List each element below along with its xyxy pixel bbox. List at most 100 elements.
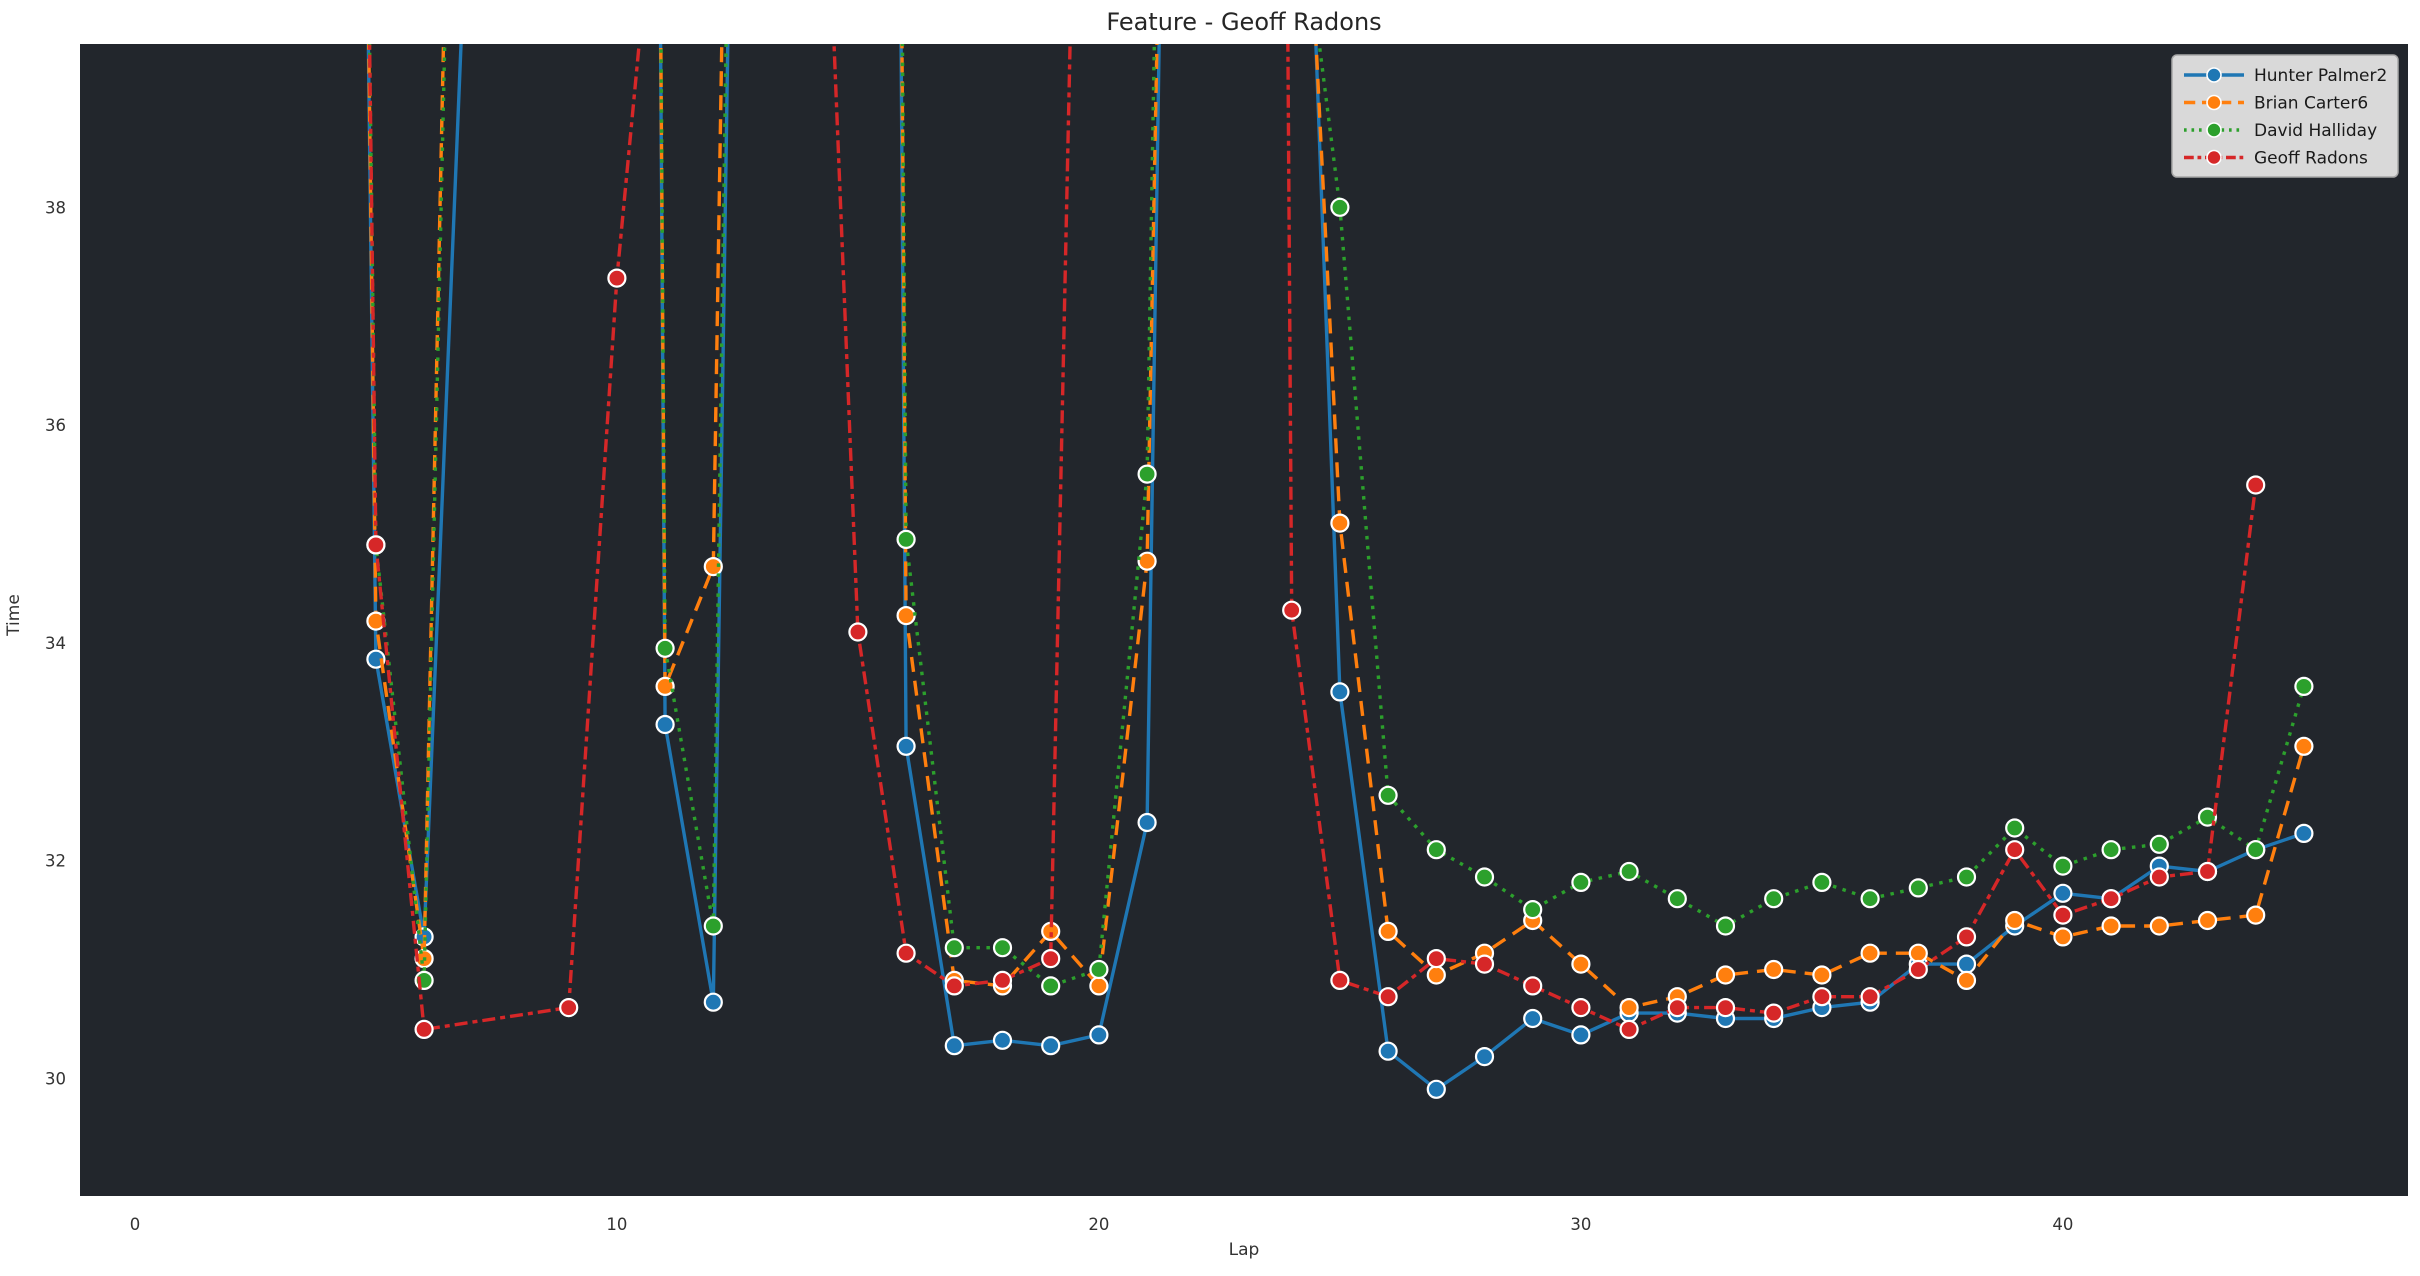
data-point-marker (1667, 889, 1687, 909)
data-point-marker (2005, 840, 2025, 860)
data-point-marker (1523, 899, 1543, 920)
series-david-halliday (366, 44, 2314, 996)
data-point-marker (1330, 682, 1350, 702)
data-point-marker (896, 736, 916, 756)
legend-item-geoff-radons: Geoff Radons (2184, 149, 2368, 169)
y-tick-label: 34 (45, 634, 66, 653)
data-point-marker (1956, 867, 1977, 887)
data-point-marker (2246, 475, 2266, 495)
legend-label: Hunter Palmer2 (2254, 66, 2387, 86)
x-axis-label: Lap (1228, 1240, 1260, 1260)
data-point-marker (896, 943, 916, 963)
legend-marker (2206, 122, 2222, 138)
data-point-marker (1860, 889, 1880, 909)
data-point-marker (1137, 464, 1157, 484)
data-point-marker (1571, 872, 1591, 893)
series-line (366, 44, 2305, 1091)
chart-title: Feature - Geoff Radons (1106, 8, 1382, 36)
data-point-marker (2101, 916, 2121, 936)
data-point-marker (2294, 736, 2314, 756)
legend-marker (2206, 149, 2222, 166)
data-point-marker (1715, 916, 1736, 936)
legend-item-brian-carter6: Brian Carter6 (2184, 94, 2368, 114)
data-point-marker (366, 649, 386, 669)
data-point-marker (1282, 600, 1302, 620)
data-point-marker (1041, 948, 1061, 969)
y-tick-label: 32 (45, 852, 66, 871)
data-point-marker (1378, 1041, 1398, 1061)
legend-box (2171, 54, 2399, 178)
data-point-marker (1474, 867, 1495, 887)
data-point-marker (2101, 840, 2121, 860)
data-point-marker (1137, 812, 1157, 833)
data-point-marker (2149, 834, 2169, 854)
data-point-marker (1523, 976, 1543, 996)
data-point-marker (2005, 818, 2025, 838)
data-point-marker (2053, 905, 2073, 925)
data-point-marker (2294, 823, 2314, 844)
data-point-marker (1956, 927, 1977, 947)
data-point-marker (1330, 197, 1350, 217)
data-point-marker (992, 938, 1013, 958)
data-point-marker (992, 1030, 1013, 1050)
data-point-marker (896, 605, 916, 626)
data-point-marker (1715, 997, 1736, 1018)
data-point-marker (1426, 965, 1446, 985)
data-point-marker (992, 970, 1013, 991)
data-point-marker (1474, 954, 1495, 974)
data-point-marker (2053, 927, 2073, 947)
data-point-marker (1908, 943, 1928, 963)
x-tick-label: 40 (2052, 1215, 2073, 1234)
data-point-marker (1812, 872, 1832, 893)
data-point-marker (2246, 905, 2266, 925)
data-point-marker (1089, 1025, 1109, 1045)
data-point-marker (1089, 959, 1109, 980)
series-geoff-radons (366, 44, 2266, 1040)
data-point-marker (1908, 878, 1928, 898)
data-point-marker (655, 638, 675, 658)
data-point-marker (2005, 910, 2025, 931)
y-axis-label: Time (4, 594, 24, 636)
axis-ticks: 0 10 20 30 40 30 32 34 36 38 (45, 198, 2073, 1234)
data-point-marker (1619, 997, 1639, 1018)
legend-label: Brian Carter6 (2254, 94, 2368, 114)
data-point-marker (1956, 954, 1977, 974)
legend-marker (2206, 94, 2222, 111)
data-point-marker (1571, 1025, 1591, 1045)
data-point-marker (2101, 889, 2121, 909)
data-point-marker (2053, 883, 2073, 903)
data-point-marker (944, 1036, 964, 1056)
data-point-marker (1860, 943, 1880, 963)
data-point-marker (2149, 867, 2169, 887)
y-tick-label: 30 (45, 1069, 66, 1088)
data-point-marker (2053, 856, 2073, 876)
data-point-marker (2197, 861, 2218, 882)
data-point-marker (1956, 970, 1977, 991)
y-tick-label: 38 (45, 198, 66, 217)
data-point-marker (1764, 959, 1784, 980)
data-point-marker (1378, 987, 1398, 1007)
legend-marker (2206, 67, 2222, 83)
data-point-marker (2197, 807, 2218, 827)
data-point-marker (1089, 976, 1109, 996)
data-point-marker (1812, 987, 1832, 1007)
data-point-marker (1426, 948, 1446, 969)
legend-label: Geoff Radons (2254, 149, 2368, 169)
data-point-marker (1908, 959, 1928, 980)
data-point-marker (1715, 965, 1736, 985)
x-tick-label: 10 (606, 1215, 627, 1234)
data-point-marker (1619, 1019, 1639, 1040)
data-point-marker (703, 556, 723, 577)
data-point-marker (1571, 954, 1591, 974)
data-point-marker (1474, 1046, 1495, 1067)
data-point-marker (1426, 1079, 1446, 1099)
legend-item-hunter-palmer2: Hunter Palmer2 (2184, 66, 2387, 86)
data-point-marker (1812, 965, 1832, 985)
data-point-marker (1764, 1003, 1784, 1023)
legend-label: David Halliday (2254, 121, 2377, 141)
data-point-marker (848, 622, 868, 642)
data-point-marker (1860, 987, 1880, 1007)
data-point-marker (2294, 676, 2314, 697)
data-point-marker (1571, 997, 1591, 1018)
